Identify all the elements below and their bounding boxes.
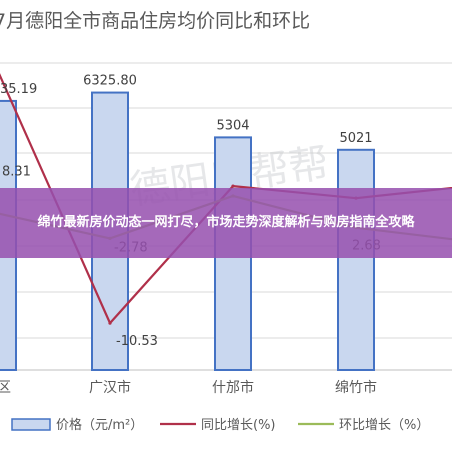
x-tick-label: 绵竹市 [335,379,377,396]
bar-4 [337,148,375,371]
mom-value-label: 8.31 [2,164,31,179]
bar-value-label: 35.19 [0,82,37,97]
yoy-value-label: -10.53 [116,334,158,349]
legend-swatch-price [11,418,51,431]
bar-value-label: 5304 [216,118,249,133]
headline-text: 绵竹最新房价动态一网打尽，市场走势深度解析与购房指南全攻略 [37,215,415,230]
bar-value-label: 5021 [339,131,372,146]
legend-label-mom: 环比增长（%） [339,418,429,433]
headline-banner[interactable]: 绵竹最新房价动态一网打尽，市场走势深度解析与购房指南全攻略 [0,188,452,258]
legend-label-price: 价格（元/m²） [56,417,143,433]
x-tick-label: 区 [0,380,11,396]
x-tick-label: 什邡市 [212,379,254,396]
chart-title: 7月德阳全市商品住房均价同比和环比 [0,10,310,32]
bar-value-label: 6325.80 [83,74,137,89]
yoy-line-point [108,321,112,325]
legend-label-yoy: 同比增长(%) [201,418,276,433]
x-tick-label: 广汉市 [89,379,131,396]
yoy-line-point [231,184,235,188]
